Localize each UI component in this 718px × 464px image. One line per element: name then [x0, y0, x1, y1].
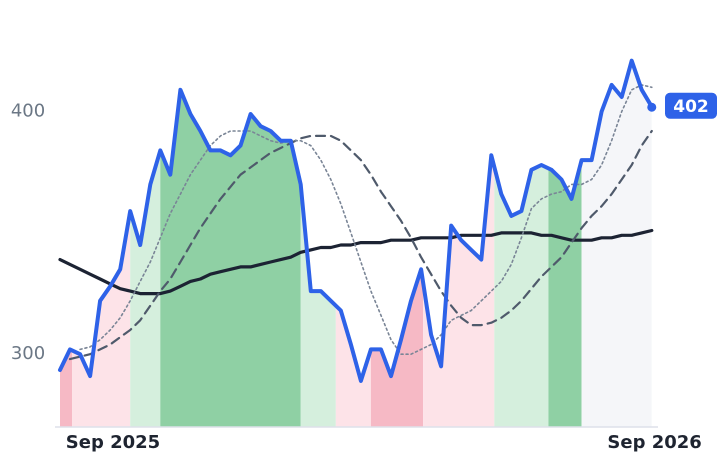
- regime-band: [423, 60, 495, 427]
- regime-band: [548, 60, 582, 427]
- last-value-badge: [665, 92, 717, 119]
- regime-band: [494, 60, 549, 427]
- regime-band: [72, 60, 131, 427]
- regime-band: [370, 60, 424, 427]
- y-tick-label: 400: [11, 101, 45, 122]
- x-tick-label: Sep 2026: [607, 432, 701, 453]
- y-tick-label: 300: [11, 343, 45, 364]
- regime-band: [160, 60, 301, 427]
- series-line: [79, 84, 653, 355]
- series-line: [58, 58, 654, 383]
- regime-band: [581, 60, 652, 427]
- last-point: [647, 102, 657, 112]
- regime-band: [300, 60, 336, 427]
- x-tick-label: Sep 2025: [66, 432, 160, 453]
- last-value-label: 402: [673, 97, 709, 117]
- series-line: [68, 129, 653, 361]
